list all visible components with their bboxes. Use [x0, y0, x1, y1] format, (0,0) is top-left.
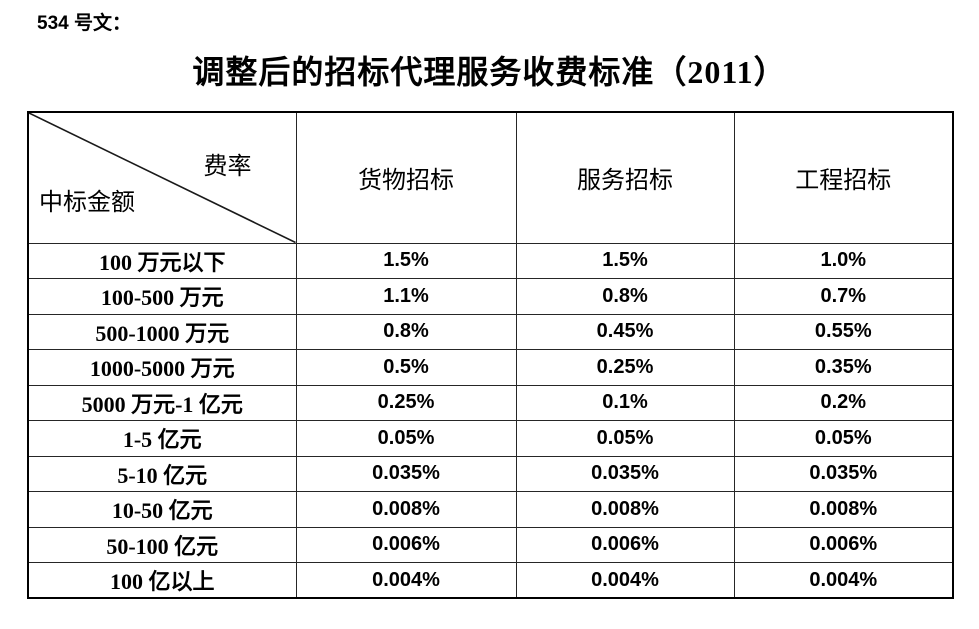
table-row: 5-10 亿元 0.035% 0.035% 0.035%: [27, 455, 954, 492]
rate-cell-service: 0.006%: [515, 526, 735, 563]
corner-label-amount: 中标金额: [39, 190, 135, 216]
rate-cell-goods: 1.5%: [295, 242, 517, 279]
fee-standard-table: 费率 中标金额 货物招标 服务招标 工程招标 100 万元以下 1.5% 1.5…: [27, 111, 954, 599]
amount-cell: 5-10 亿元: [27, 455, 297, 492]
rate-cell-service: 0.05%: [515, 420, 735, 457]
table-row: 500-1000 万元 0.8% 0.45% 0.55%: [27, 313, 954, 350]
amount-cell: 500-1000 万元: [27, 313, 297, 350]
header-row: 费率 中标金额 货物招标 服务招标 工程招标: [27, 111, 954, 244]
rate-cell-works: 1.0%: [733, 242, 954, 279]
rate-cell-goods: 0.5%: [295, 349, 517, 386]
table-row: 10-50 亿元 0.008% 0.008% 0.008%: [27, 491, 954, 528]
rate-cell-works: 0.7%: [733, 278, 954, 315]
rate-cell-goods: 0.004%: [295, 562, 517, 599]
rate-cell-goods: 0.035%: [295, 455, 517, 492]
rate-cell-goods: 0.8%: [295, 313, 517, 350]
rate-cell-works: 0.55%: [733, 313, 954, 350]
column-header-goods: 货物招标: [295, 111, 517, 244]
amount-cell: 100-500 万元: [27, 278, 297, 315]
column-header-service: 服务招标: [515, 111, 735, 244]
rate-cell-works: 0.2%: [733, 384, 954, 421]
rate-cell-works: 0.35%: [733, 349, 954, 386]
table-row: 1000-5000 万元 0.5% 0.25% 0.35%: [27, 349, 954, 386]
table-row: 100 万元以下 1.5% 1.5% 1.0%: [27, 242, 954, 279]
rate-cell-service: 0.25%: [515, 349, 735, 386]
column-header-works: 工程招标: [733, 111, 954, 244]
rate-cell-works: 0.008%: [733, 491, 954, 528]
rate-cell-service: 0.004%: [515, 562, 735, 599]
rate-cell-service: 0.008%: [515, 491, 735, 528]
page-title: 调整后的招标代理服务收费标准（2011）: [192, 54, 787, 90]
rate-cell-works: 0.006%: [733, 526, 954, 563]
amount-cell: 100 亿以上: [27, 562, 297, 599]
rate-cell-goods: 0.25%: [295, 384, 517, 421]
rate-cell-works: 0.004%: [733, 562, 954, 599]
rate-cell-goods: 0.006%: [295, 526, 517, 563]
table-row: 50-100 亿元 0.006% 0.006% 0.006%: [27, 526, 954, 563]
table-row: 1-5 亿元 0.05% 0.05% 0.05%: [27, 420, 954, 457]
amount-cell: 5000 万元-1 亿元: [27, 384, 297, 421]
rate-cell-works: 0.05%: [733, 420, 954, 457]
rate-cell-service: 0.8%: [515, 278, 735, 315]
rate-cell-goods: 0.008%: [295, 491, 517, 528]
amount-cell: 50-100 亿元: [27, 526, 297, 563]
table-row: 5000 万元-1 亿元 0.25% 0.1% 0.2%: [27, 384, 954, 421]
rate-cell-works: 0.035%: [733, 455, 954, 492]
table-row: 100-500 万元 1.1% 0.8% 0.7%: [27, 278, 954, 315]
rate-cell-service: 0.1%: [515, 384, 735, 421]
corner-cell: 费率 中标金额: [27, 111, 297, 244]
amount-cell: 1-5 亿元: [27, 420, 297, 457]
rate-cell-service: 1.5%: [515, 242, 735, 279]
rate-cell-service: 0.035%: [515, 455, 735, 492]
rate-cell-service: 0.45%: [515, 313, 735, 350]
table-body: 100 万元以下 1.5% 1.5% 1.0% 100-500 万元 1.1% …: [27, 242, 954, 599]
diagonal-line: [29, 113, 296, 243]
doc-number: 534 号文：: [37, 13, 131, 34]
amount-cell: 1000-5000 万元: [27, 349, 297, 386]
amount-cell: 10-50 亿元: [27, 491, 297, 528]
rate-cell-goods: 0.05%: [295, 420, 517, 457]
rate-cell-goods: 1.1%: [295, 278, 517, 315]
table-row: 100 亿以上 0.004% 0.004% 0.004%: [27, 562, 954, 599]
corner-label-rate: 费率: [203, 154, 252, 180]
amount-cell: 100 万元以下: [27, 242, 297, 279]
